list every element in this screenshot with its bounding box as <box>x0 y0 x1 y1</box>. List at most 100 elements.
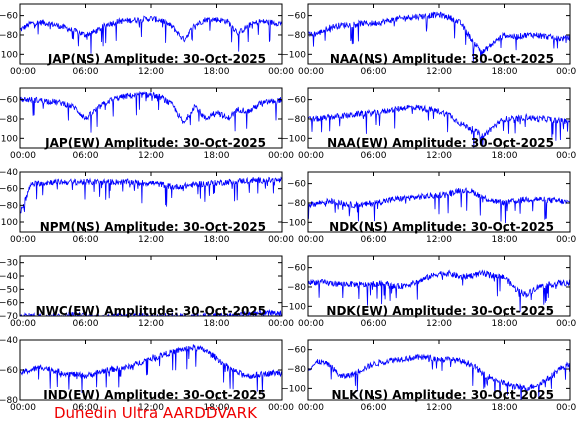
panel-title: NAA(NS) Amplitude: 30-Oct-2025 <box>330 52 554 66</box>
x-tick-label: 12:00 <box>138 151 164 161</box>
x-tick-label: 18:00 <box>492 67 518 77</box>
x-tick-label: 00:00 <box>298 67 324 77</box>
y-tick-label: −60 <box>287 96 306 106</box>
panel-title: IND(EW) Amplitude: 30-Oct-2025 <box>43 388 266 402</box>
x-tick-label: 12:00 <box>138 235 164 245</box>
x-tick-label: 00:00 <box>268 151 294 161</box>
y-tick-label: −80 <box>0 115 18 125</box>
y-tick-label: −40 <box>0 168 18 178</box>
panel-title: NLK(NS) Amplitude: 30-Oct-2025 <box>331 388 554 402</box>
x-tick-label: 00:00 <box>10 319 36 329</box>
y-tick-label: −100 <box>0 218 18 228</box>
y-tick-label: −60 <box>0 299 18 309</box>
series-line-2 <box>308 11 570 63</box>
panel-title: NDK(EW) Amplitude: 30-Oct-2025 <box>326 304 554 318</box>
series-line-1 <box>20 15 282 54</box>
series-line-10 <box>308 353 570 400</box>
series-line-3 <box>20 91 282 133</box>
panel-5: −40−60−80−10000:0006:0012:0018:0000:00NP… <box>0 168 294 245</box>
y-tick-label: −80 <box>287 31 306 41</box>
y-tick-label: −70 <box>0 312 18 322</box>
x-tick-label: 00:00 <box>556 403 576 413</box>
x-tick-label: 00:00 <box>556 235 576 245</box>
y-tick-label: −60 <box>0 366 18 376</box>
y-tick-label: −80 <box>0 31 18 41</box>
y-tick-label: −60 <box>287 264 306 274</box>
x-tick-label: 12:00 <box>426 67 452 77</box>
series-line-5 <box>20 176 282 214</box>
panel-8: −60 −80 −100 00:00 06:00 12:00 18:00 00:00NDK(E… <box>281 255 576 329</box>
panel-10: −60−80−10000:0006:0012:0018:0000:00NLK(N… <box>281 339 576 413</box>
x-tick-label: 12:00 <box>426 235 452 245</box>
x-tick-label: 06:00 <box>361 403 387 413</box>
panel-title: JAP(NS) Amplitude: 30-Oct-2025 <box>47 52 266 66</box>
x-tick-label: 06:00 <box>73 403 99 413</box>
series-line-4 <box>308 104 570 148</box>
x-tick-label: 00:00 <box>10 235 36 245</box>
y-tick-label: −30 <box>0 259 18 269</box>
x-tick-label: 12:00 <box>426 403 452 413</box>
panel-1: −60−80−10000:0006:0012:0018:0000:00JAP(N… <box>0 3 294 77</box>
x-tick-label: 00:00 <box>268 235 294 245</box>
y-tick-label: −100 <box>0 50 18 60</box>
x-tick-label: 00:00 <box>556 319 576 329</box>
x-tick-label: 18:00 <box>492 403 518 413</box>
y-tick-label: −100 <box>281 50 306 60</box>
x-tick-label: 18:00 <box>204 319 230 329</box>
panel-title: JAP(EW) Amplitude: 30-Oct-2025 <box>44 136 266 150</box>
x-tick-label: 18:00 <box>492 319 518 329</box>
x-tick-label: 12:00 <box>426 319 452 329</box>
y-tick-label: −100 <box>281 384 306 394</box>
x-tick-label: 00:00 <box>556 151 576 161</box>
panel-title: NWC(EW) Amplitude: 30-Oct-2025 <box>36 304 266 318</box>
x-tick-label: 06:00 <box>361 319 387 329</box>
x-tick-label: 06:00 <box>73 235 99 245</box>
y-tick-label: −60 <box>0 12 18 22</box>
y-tick-label: −50 <box>0 285 18 295</box>
panel-title: NDK(NS) Amplitude: 30-Oct-2025 <box>329 220 554 234</box>
x-tick-label: 00:00 <box>268 319 294 329</box>
x-tick-label: 00:00 <box>556 67 576 77</box>
x-tick-label: 12:00 <box>426 151 452 161</box>
x-tick-label: 06:00 <box>361 235 387 245</box>
station-footer: Dunedin Ultra AARDDVARK <box>54 404 257 422</box>
y-tick-label: −60 <box>0 96 18 106</box>
panel-title: NAA(EW) Amplitude: 30-Oct-2025 <box>327 136 554 150</box>
x-tick-label: 00:00 <box>298 235 324 245</box>
y-tick-label: −80 <box>0 201 18 211</box>
x-tick-label: 00:00 <box>298 403 324 413</box>
y-tick-label: −80 <box>287 283 306 293</box>
y-tick-label: −60 <box>287 180 306 190</box>
x-tick-label: 18:00 <box>204 151 230 161</box>
x-tick-label: 00:00 <box>10 403 36 413</box>
x-tick-label: 18:00 <box>492 235 518 245</box>
y-tick-label: −60 <box>287 346 306 356</box>
x-tick-label: 12:00 <box>138 67 164 77</box>
y-tick-label: −80 <box>0 396 18 406</box>
x-tick-label: 18:00 <box>492 151 518 161</box>
y-tick-label: −80 <box>287 115 306 125</box>
y-tick-label: −100 <box>281 302 306 312</box>
panel-6: −60−80−10000:0006:0012:0018:0000:00NDK(N… <box>281 171 576 245</box>
panel-3: −60−80−10000:0006:0012:0018:0000:00JAP(E… <box>0 87 294 161</box>
x-tick-label: 00:00 <box>298 151 324 161</box>
y-tick-label: −80 <box>287 365 306 375</box>
series-line-6 <box>308 187 570 224</box>
x-tick-label: 12:00 <box>138 403 164 413</box>
panel-2: −60−80−10000:0006:0012:0018:0000:00NAA(N… <box>281 3 576 77</box>
series-line-8 <box>308 269 570 312</box>
y-tick-label: −60 <box>287 12 306 22</box>
y-tick-label: −80 <box>287 199 306 209</box>
y-tick-label: −40 <box>0 272 18 282</box>
x-tick-label: 06:00 <box>361 67 387 77</box>
y-tick-label: −100 <box>281 134 306 144</box>
panel-title: NPM(NS) Amplitude: 30-Oct-2025 <box>40 220 266 234</box>
x-tick-label: 06:00 <box>73 319 99 329</box>
x-tick-label: 12:00 <box>138 319 164 329</box>
x-tick-label: 18:00 <box>204 235 230 245</box>
y-tick-label: −40 <box>0 336 18 346</box>
y-tick-label: −60 <box>0 185 18 195</box>
x-tick-label: 18:00 <box>204 403 230 413</box>
